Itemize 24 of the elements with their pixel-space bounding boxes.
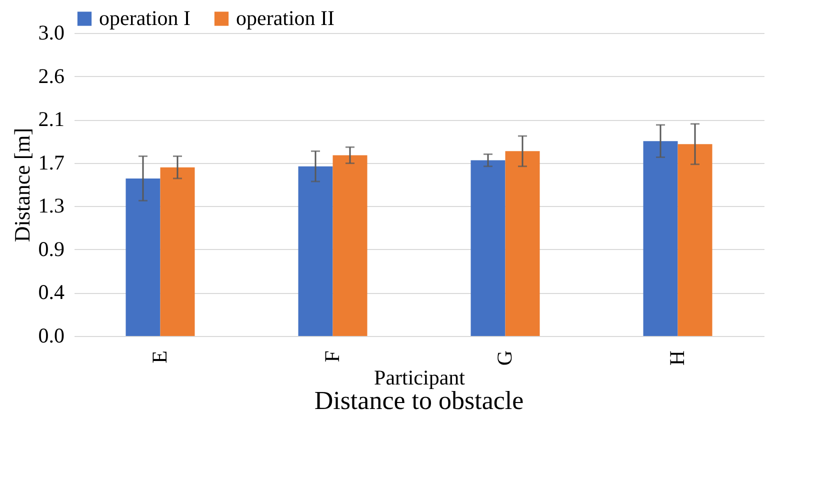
x-axis-title: Participant bbox=[374, 366, 466, 390]
bar bbox=[505, 151, 540, 336]
bar bbox=[160, 167, 195, 336]
bar bbox=[678, 144, 712, 336]
legend-label: operation I bbox=[99, 6, 191, 30]
y-tick-label: 0.9 bbox=[38, 236, 64, 261]
y-tick-label: 0.0 bbox=[38, 324, 64, 348]
y-tick-label: 1.7 bbox=[38, 150, 64, 174]
bar bbox=[298, 166, 333, 336]
x-tick-label: F bbox=[320, 350, 344, 362]
x-tick-label: H bbox=[664, 350, 689, 366]
y-tick-label: 3.0 bbox=[38, 20, 64, 44]
x-tick-label: G bbox=[492, 350, 516, 366]
legend-label: operation II bbox=[236, 6, 335, 30]
bar bbox=[470, 160, 506, 336]
y-tick-label: 2.1 bbox=[38, 107, 64, 132]
y-axis-title: Distance [m] bbox=[9, 128, 34, 242]
bar bbox=[332, 155, 368, 336]
bar bbox=[643, 141, 678, 336]
y-tick-label: 2.6 bbox=[38, 64, 64, 88]
bar bbox=[126, 178, 160, 336]
y-tick-label: 0.4 bbox=[38, 280, 65, 304]
x-tick-label: E bbox=[147, 350, 172, 364]
y-tick-label: 1.3 bbox=[38, 194, 64, 218]
